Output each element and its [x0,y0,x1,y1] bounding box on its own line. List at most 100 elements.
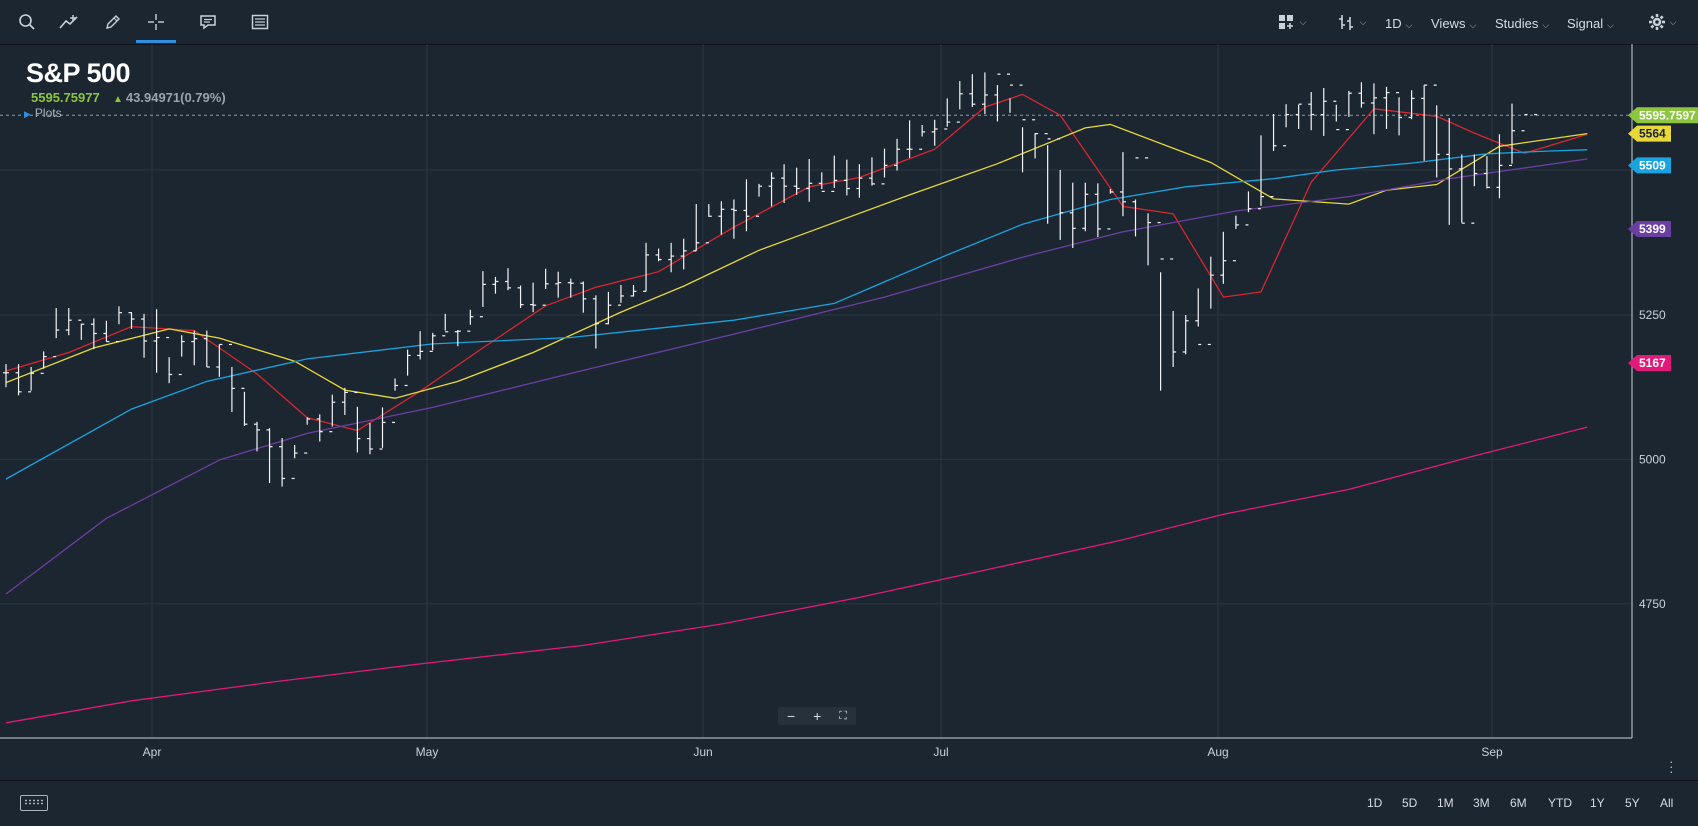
x-tick-label: Apr [143,745,162,759]
price-bar [53,308,60,358]
price-bar [1019,84,1026,173]
more-options-icon[interactable]: · · · [1669,753,1674,779]
bottom-bar: 1D 5D 1M 3M 6M YTD 1Y 5Y All [0,780,1698,826]
price-bar [454,330,461,347]
price-bar [567,278,574,298]
price-bar [366,423,373,455]
price-tag: 5509 [1628,157,1671,174]
price-bar [1458,154,1465,224]
price-bar [379,407,386,450]
indicator-icon[interactable] [57,10,83,34]
range-3m-button[interactable]: 3M [1473,796,1490,810]
price-bar [1358,82,1365,108]
price-bar [668,242,675,273]
price-bar [580,281,587,313]
price-bar [166,336,173,384]
price-bar [981,72,988,114]
price-bar [617,284,624,306]
price-bar [203,330,210,368]
x-tick-label: Jun [693,745,712,759]
price-bar [78,319,85,340]
zoom-in-button[interactable]: + [813,708,822,724]
price-bar [1220,231,1227,284]
range-5d-button[interactable]: 5D [1402,796,1418,810]
search-icon[interactable] [15,10,39,34]
comment-icon[interactable] [196,10,220,34]
range-1d-button[interactable]: 1D [1367,796,1383,810]
x-tick-label: May [416,745,439,759]
x-tick-label: Sep [1481,745,1503,759]
price-bar [605,291,612,325]
price-bar [1157,221,1164,391]
range-all-button[interactable]: All [1660,796,1674,810]
price-bar [655,248,662,262]
price-bar [65,308,72,336]
price-tag: 5595.7597 [1628,107,1698,124]
price-bar [868,157,875,186]
svg-text:5509: 5509 [1639,158,1666,172]
fit-screen-icon[interactable]: ⛶ [839,709,847,722]
views-menu[interactable]: Views ⌵ [1431,16,1476,31]
active-tool-indicator [136,40,176,43]
price-bar [1534,113,1538,116]
price-bar [1258,135,1264,210]
keyboard-icon[interactable] [20,795,48,811]
plots-toggle[interactable]: ▶ Plots [24,106,62,120]
price-tag: 5564 [1628,125,1671,142]
price-bar [1082,182,1089,232]
y-tick-label: 4750 [1639,597,1666,611]
settings-icon[interactable]: ⌵ [1645,10,1679,34]
price-bar [115,306,122,343]
chart-area[interactable]: Apr May Jun Jul Aug Sep 5250 5000 4750 5595.7597 5… [0,44,1698,780]
news-icon[interactable] [248,10,272,34]
signal-menu[interactable]: Signal ⌵ [1567,16,1614,31]
price-bar [831,155,838,192]
range-ytd-button[interactable]: YTD [1548,796,1572,810]
price-tag: 5167 [1628,354,1671,371]
price-bar [919,124,926,150]
price-bar [1396,92,1403,136]
price-bar [1132,157,1139,237]
price-bar [1308,92,1315,131]
price-bar [1145,157,1152,266]
price-bar [1270,113,1277,198]
range-5y-button[interactable]: 5Y [1625,796,1640,810]
price-bar [492,276,499,294]
price-bar [680,238,687,270]
price-bar [944,98,951,130]
x-tick-label: Jul [933,745,948,759]
interval-menu[interactable]: 1D ⌵ [1385,16,1412,31]
range-6m-button[interactable]: 6M [1510,796,1527,810]
draw-pencil-icon[interactable] [101,10,125,34]
layout-icon[interactable]: ⌵ [1274,10,1310,34]
price-bar [1383,86,1390,130]
range-1y-button[interactable]: 1Y [1590,796,1605,810]
crosshair-icon[interactable] [144,10,168,34]
price-bar [28,366,35,393]
views-menu-label: Views [1431,16,1466,31]
price-bar [856,164,863,198]
price-change: ▲ 43.94971(0.79%) [113,90,226,105]
price-bar [103,320,110,343]
price-bar [1032,119,1039,159]
moving-average-line [5,123,1588,399]
price-bar [40,351,47,374]
price-bar [705,204,712,244]
price-bar [1509,103,1515,167]
price-bar [643,242,650,292]
price-bar [304,417,311,454]
price-bar [266,428,273,484]
price-bar [442,313,449,337]
price-bar [354,391,361,453]
range-1m-button[interactable]: 1M [1437,796,1454,810]
chevron-down-icon: ⌵ [1607,20,1614,30]
y-tick-label: 5250 [1639,308,1666,322]
price-bar [392,378,399,424]
price-chart[interactable]: Apr May Jun Jul Aug Sep 5250 5000 4750 5595.7597 5… [0,44,1698,780]
price-bar [530,282,537,313]
chart-type-icon[interactable]: ⌵ [1338,15,1367,30]
studies-menu[interactable]: Studies ⌵ [1495,16,1549,31]
price-bar [1345,90,1352,131]
zoom-out-button[interactable]: − [786,708,796,724]
price-bar [894,138,901,171]
